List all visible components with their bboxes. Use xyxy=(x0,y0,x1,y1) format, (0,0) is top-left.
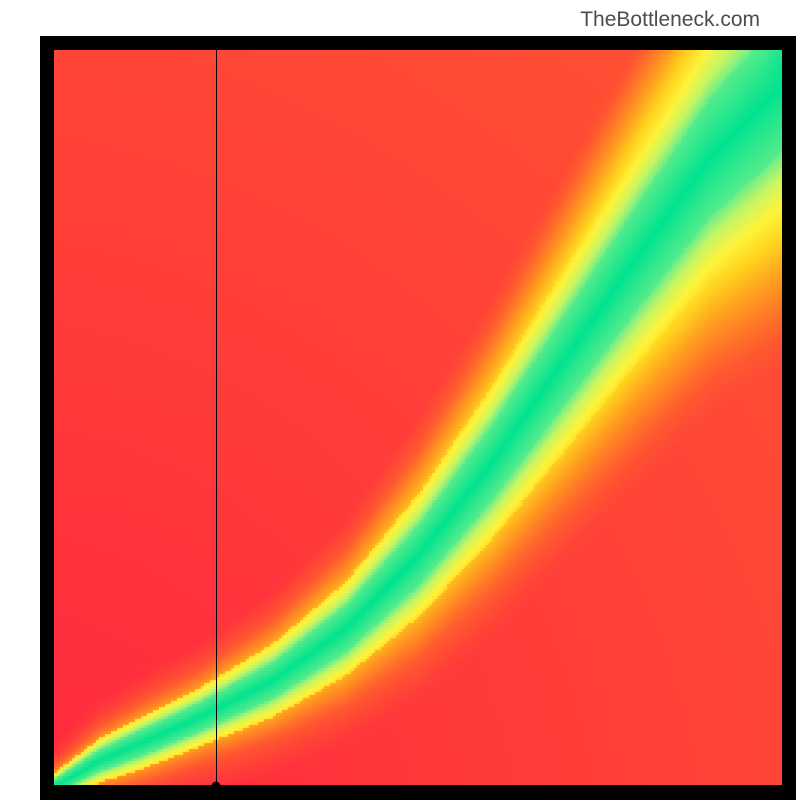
chart-frame xyxy=(40,36,796,800)
crosshair-dot xyxy=(211,782,220,791)
crosshair-vertical xyxy=(216,50,217,786)
heatmap-canvas xyxy=(54,50,782,786)
watermark-text: TheBottleneck.com xyxy=(580,8,760,32)
crosshair-horizontal xyxy=(54,785,782,786)
chart-border xyxy=(40,36,796,800)
plot-area xyxy=(54,50,782,786)
